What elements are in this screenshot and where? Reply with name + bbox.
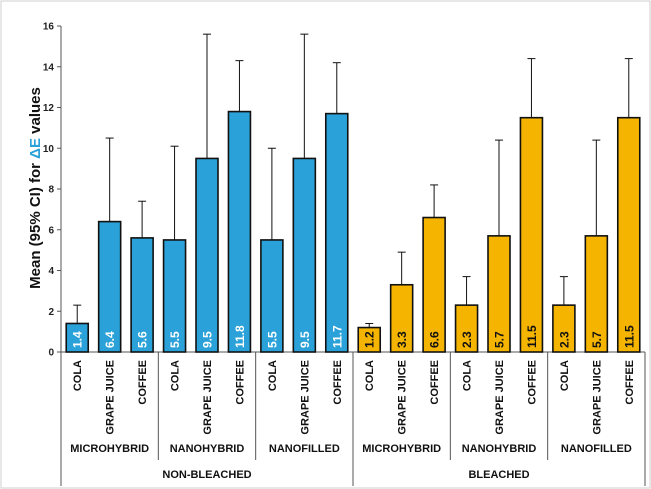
- treatment-group-label: NON-BLEACHED: [162, 469, 251, 481]
- x-tick-label: COFFEE: [526, 360, 538, 405]
- x-tick-label: GRAPE JUICE: [299, 360, 311, 435]
- data-label: 11.8: [233, 325, 247, 348]
- data-label: 9.5: [201, 331, 215, 348]
- data-label: 5.5: [168, 331, 182, 348]
- x-tick-label: COLA: [170, 360, 182, 391]
- y-tick-label: 8: [48, 185, 54, 196]
- data-label: 1.2: [363, 331, 377, 348]
- x-tick-label: COFFEE: [429, 360, 441, 405]
- data-label: 6.6: [428, 331, 442, 348]
- x-tick-label: COFFEE: [332, 360, 344, 405]
- x-tick-label: GRAPE JUICE: [397, 360, 409, 435]
- y-tick-label: 14: [43, 62, 55, 73]
- x-tick-label: GRAPE JUICE: [105, 360, 117, 435]
- x-tick-label: GRAPE JUICE: [591, 360, 603, 435]
- data-label: 5.5: [265, 331, 279, 348]
- material-group-label: MICROHYBRID: [362, 443, 441, 455]
- y-tick-label: 4: [48, 266, 54, 277]
- data-label: 11.5: [525, 325, 539, 348]
- data-label: 9.5: [298, 331, 312, 348]
- material-group-label: MICROHYBRID: [70, 443, 149, 455]
- x-tick-label: COLA: [72, 360, 84, 391]
- bar: [292, 157, 317, 353]
- y-axis-label-prefix: Mean (95% CI) for: [27, 159, 44, 289]
- x-tick-label: COFFEE: [234, 360, 246, 405]
- x-tick-label: COLA: [462, 360, 474, 391]
- data-label: 1.4: [71, 331, 85, 348]
- material-group-label: NANOFILLED: [269, 443, 340, 455]
- bar: [227, 110, 252, 353]
- material-group-label: NANOFILLED: [561, 443, 632, 455]
- data-label: 5.6: [136, 331, 150, 348]
- y-tick-label: 6: [48, 225, 54, 236]
- data-label: 2.3: [460, 331, 474, 348]
- y-tick-label: 16: [43, 22, 55, 33]
- data-label: 5.7: [493, 331, 507, 348]
- y-tick-label: 12: [43, 103, 55, 114]
- x-tick-label: COLA: [267, 360, 279, 391]
- x-tick-label: COFFEE: [137, 360, 149, 405]
- data-label: 6.4: [103, 331, 117, 348]
- material-group-label: NANOHYBRID: [170, 443, 245, 455]
- data-label: 11.5: [622, 325, 636, 348]
- data-label: 3.3: [395, 331, 409, 348]
- bar: [519, 116, 544, 353]
- labels-layer: COLA GRAPE JUICE COFFEE COLA GRAPE JUICE COFF…: [60, 352, 646, 486]
- treatment-group-label: BLEACHED: [468, 469, 529, 481]
- bar: [324, 112, 349, 353]
- bar: [195, 157, 219, 353]
- x-tick-label: COFFEE: [624, 360, 636, 405]
- bars-layer: 1.4 6.4 5.6 5.5 9.5 11.8 5.5 9.5 11.7 1.2 3.3 6.6 2.…: [65, 33, 641, 353]
- y-axis-label-suffix: values: [27, 87, 44, 138]
- y-tick-label: 10: [43, 144, 55, 155]
- y-axis-label: Mean (95% CI) for ΔE values: [27, 87, 44, 289]
- data-label: 2.3: [557, 331, 571, 348]
- y-axis-label-delta: ΔE: [27, 138, 44, 159]
- x-tick-label: GRAPE JUICE: [202, 360, 214, 435]
- x-tick-label: COLA: [559, 360, 571, 391]
- material-group-label: NANOHYBRID: [462, 443, 537, 455]
- y-tick-label: 0: [48, 348, 54, 359]
- x-tick-label: GRAPE JUICE: [494, 360, 506, 435]
- y-tick-label: 2: [48, 307, 54, 318]
- data-label: 5.7: [590, 331, 604, 348]
- bar: [616, 116, 641, 353]
- data-label: 11.7: [330, 325, 344, 348]
- x-tick-label: COLA: [364, 360, 376, 391]
